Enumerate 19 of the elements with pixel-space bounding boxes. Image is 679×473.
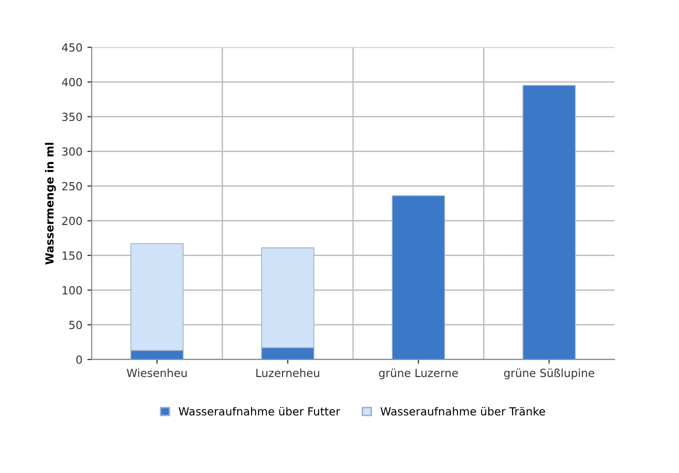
x-tick-label: Luzerneheu: [256, 368, 320, 378]
y-tick-label: 250: [62, 182, 82, 190]
y-tick-label: 100: [62, 286, 82, 294]
bar: [392, 195, 445, 360]
y-tick-label: 0: [76, 355, 82, 364]
y-axis-title: Wassermenge in ml: [45, 142, 56, 265]
x-tick-label: grüne Luzerne: [379, 368, 458, 380]
y-tick-label: 350: [62, 112, 82, 122]
bar: [522, 85, 576, 360]
legend-label: Wasseraufnahme über Tränke: [380, 406, 546, 416]
y-tick-label: 50: [69, 320, 82, 330]
x-tick-label: grüne Süßlupine: [504, 368, 594, 380]
y-tick-label: 200: [62, 216, 82, 226]
y-tick-label: 450: [62, 43, 82, 52]
y-tick-label: 400: [62, 78, 82, 86]
y-tick-label: 300: [62, 147, 82, 156]
x-tick-label: Wiesenheu: [126, 368, 187, 378]
y-tick-label: 150: [62, 251, 82, 260]
legend-label: Wasseraufnahme über Futter: [178, 406, 340, 416]
